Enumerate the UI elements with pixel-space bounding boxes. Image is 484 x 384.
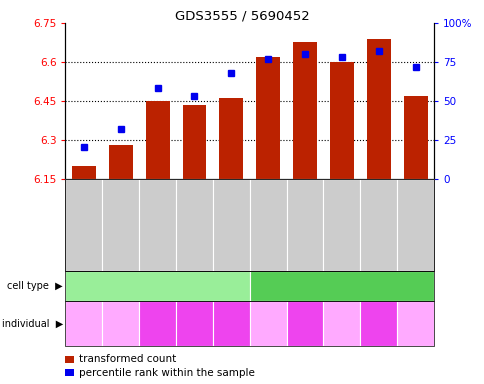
Text: GSM257793: GSM257793 [265, 202, 271, 247]
Bar [329, 62, 353, 179]
Text: individua
al 21: individua al 21 [326, 317, 356, 330]
Text: GSM257796: GSM257796 [154, 202, 160, 247]
Text: GSM257770: GSM257770 [81, 202, 87, 247]
Bar [72, 166, 96, 179]
Text: transformed count: transformed count [79, 354, 176, 364]
Text: individu
al 16: individu al 16 [71, 317, 97, 330]
Text: individu
al 28: individu al 28 [218, 317, 244, 330]
Bar [366, 39, 390, 179]
Bar [219, 98, 243, 179]
Bar [145, 101, 169, 179]
Bar [256, 57, 280, 179]
Text: individu
al 20: individu al 20 [107, 317, 134, 330]
Bar [403, 96, 427, 179]
Bar [182, 105, 206, 179]
Text: GSM257794: GSM257794 [118, 202, 123, 247]
Text: individu
l 20: individu l 20 [291, 317, 318, 330]
Text: GSM257801: GSM257801 [228, 202, 234, 247]
Text: GSM257795: GSM257795 [302, 202, 307, 247]
Text: monocyte: monocyte [130, 281, 185, 291]
Text: individua
l 21: individua l 21 [142, 317, 172, 330]
Text: GSM257799: GSM257799 [375, 202, 381, 247]
Text: individu
al 26: individu al 26 [181, 317, 207, 330]
Text: individu
al 28: individu al 28 [402, 317, 428, 330]
Text: GSM257797: GSM257797 [338, 202, 344, 247]
Text: macrophage: macrophage [306, 281, 376, 291]
Text: cell type  ▶: cell type ▶ [7, 281, 63, 291]
Text: individua
l 26: individua l 26 [363, 317, 393, 330]
Text: individu
al 16: individu al 16 [255, 317, 281, 330]
Text: percentile rank within the sample: percentile rank within the sample [79, 368, 255, 378]
Bar [292, 43, 317, 179]
Text: individual  ▶: individual ▶ [2, 318, 63, 329]
Text: GSM257805: GSM257805 [412, 202, 418, 247]
Text: GSM257798: GSM257798 [191, 202, 197, 247]
Bar [108, 145, 133, 179]
Text: GDS3555 / 5690452: GDS3555 / 5690452 [175, 10, 309, 23]
